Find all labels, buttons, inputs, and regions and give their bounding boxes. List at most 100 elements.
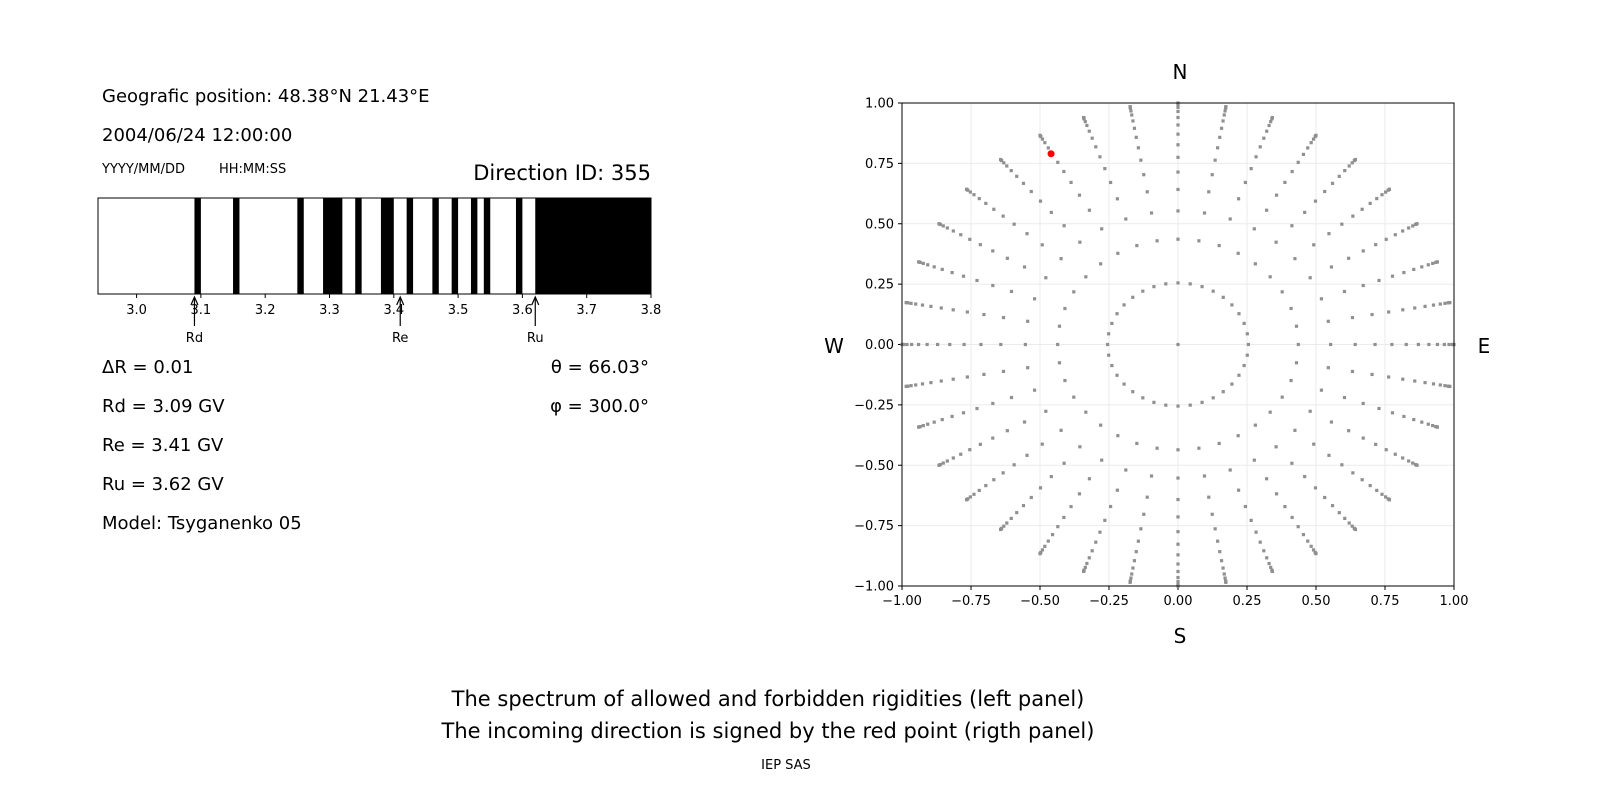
data-point [1145,190,1149,194]
data-point [1084,410,1088,414]
data-point [998,157,1003,162]
data-point [1435,260,1439,264]
data-point [1043,544,1047,548]
data-point [977,196,981,201]
data-point [1002,161,1006,165]
data-point [1442,342,1446,347]
data-point [1131,119,1135,123]
data-point [1116,434,1120,438]
data-point [951,229,955,233]
data-point [1115,312,1119,316]
data-point [1216,146,1220,150]
data-point [1387,498,1392,502]
data-point [991,249,995,253]
caption-line-1: The spectrum of allowed and forbidden ri… [451,687,1085,711]
data-point [1176,497,1180,502]
data-point [1022,265,1027,269]
data-point [1274,240,1278,244]
data-point [1308,276,1312,280]
ru-value: Ru = 3.62 GV [102,474,224,495]
data-point [1131,390,1135,394]
x-tick-label: −1.00 [882,594,922,609]
data-point [1296,342,1300,347]
data-point [1044,276,1048,280]
x-tick-label: 3.5 [448,303,469,318]
data-point [1038,133,1042,137]
data-point [1327,232,1331,236]
data-point [1368,201,1372,205]
marker-label: Rd [186,331,203,346]
data-point [1373,342,1377,347]
data-point [1407,226,1411,230]
x-tick-label: 3.1 [191,303,212,318]
data-point [1309,544,1313,548]
data-point [1087,477,1092,481]
data-point [1306,146,1310,150]
data-point [1262,136,1266,140]
data-point [1337,174,1341,178]
data-point [1347,256,1351,260]
data-point [1110,363,1114,368]
data-point [941,224,945,228]
x-tick-label: 0.75 [1371,594,1400,609]
data-point [1210,173,1214,177]
data-point [1202,211,1207,215]
data-point [937,463,941,467]
data-point [982,312,986,317]
data-point [1327,453,1331,457]
data-point [1135,243,1139,248]
x-tick-label: 0.00 [1164,594,1193,609]
data-point [1103,167,1107,171]
data-point [1005,521,1009,525]
data-point [1443,384,1447,388]
data-point [951,308,955,312]
data-point [1274,445,1278,449]
data-point [1314,552,1318,556]
data-point [1217,441,1221,446]
forbidden-band [432,198,439,294]
data-point [1136,146,1140,150]
data-point [1253,262,1257,266]
data-point [1361,249,1365,253]
data-point [1264,208,1269,212]
data-point [1361,283,1365,288]
data-point [1387,187,1392,191]
data-point [1063,378,1067,383]
data-point [1029,495,1033,500]
data-point [1219,126,1224,130]
data-point [1155,446,1159,450]
data-point [1038,199,1043,203]
data-point [964,187,969,191]
data-point [1319,388,1324,392]
data-point [925,342,929,347]
data-point [1267,561,1271,566]
data-point [1056,342,1060,347]
data-point [1270,569,1274,574]
data-point [998,527,1003,532]
data-point [1401,229,1405,233]
data-point [1269,120,1273,124]
data-point [920,382,925,386]
data-point [1021,504,1026,508]
forbidden-band [297,198,304,294]
data-point [1139,158,1143,162]
data-point [1015,174,1019,178]
data-point [921,424,925,428]
data-point [968,495,972,499]
data-point [1384,237,1388,241]
data-point [1109,504,1113,509]
data-point [991,401,995,406]
data-point [904,300,908,305]
data-point [1351,471,1355,475]
data-point [1216,539,1220,543]
data-point [1100,458,1104,462]
data-point [936,342,940,347]
data-point [1413,306,1417,310]
data-point [1223,109,1227,113]
data-point [1329,342,1333,347]
data-point [1001,471,1005,475]
data-point [1135,441,1139,446]
data-point [1176,448,1180,452]
data-point [941,461,945,465]
x-tick-label: 3.4 [383,303,404,318]
